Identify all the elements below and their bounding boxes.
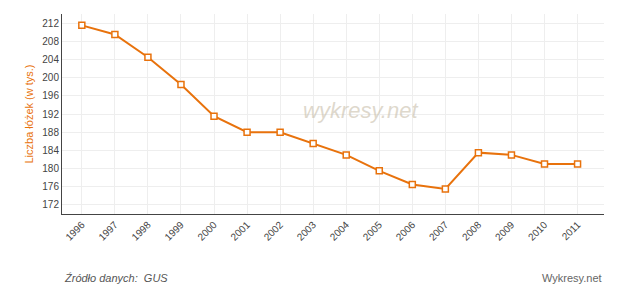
svg-text:2010: 2010	[526, 219, 550, 243]
svg-text:2001: 2001	[229, 219, 253, 243]
svg-text:184: 184	[42, 145, 59, 156]
svg-text:2003: 2003	[295, 219, 319, 243]
svg-text:196: 196	[42, 90, 59, 101]
svg-text:200: 200	[42, 72, 59, 83]
svg-text:2006: 2006	[394, 219, 418, 243]
svg-text:1999: 1999	[162, 219, 186, 243]
svg-text:188: 188	[42, 127, 59, 138]
svg-text:176: 176	[42, 181, 59, 192]
svg-text:2011: 2011	[560, 219, 583, 242]
svg-text:2000: 2000	[195, 219, 219, 243]
svg-text:208: 208	[42, 36, 59, 47]
svg-text:1997: 1997	[96, 219, 120, 243]
svg-text:2002: 2002	[262, 219, 286, 243]
svg-text:2005: 2005	[361, 219, 385, 243]
svg-text:192: 192	[42, 109, 59, 120]
svg-text:2009: 2009	[493, 219, 517, 243]
svg-text:2007: 2007	[427, 219, 451, 243]
svg-text:2004: 2004	[328, 219, 352, 243]
svg-text:2008: 2008	[460, 219, 484, 243]
svg-text:1996: 1996	[63, 219, 87, 243]
svg-text:Wykresy.net: Wykresy.net	[542, 272, 602, 284]
svg-text:wykresy.net: wykresy.net	[303, 98, 418, 123]
svg-text:Źródło danych: GUS: Źródło danych: GUS	[64, 272, 168, 284]
svg-text:1998: 1998	[129, 219, 153, 243]
svg-text:Liczba łóżek (w tys.): Liczba łóżek (w tys.)	[23, 64, 35, 163]
svg-text:180: 180	[42, 163, 59, 174]
svg-text:204: 204	[42, 54, 59, 65]
svg-text:212: 212	[42, 18, 59, 29]
svg-text:172: 172	[42, 199, 59, 210]
